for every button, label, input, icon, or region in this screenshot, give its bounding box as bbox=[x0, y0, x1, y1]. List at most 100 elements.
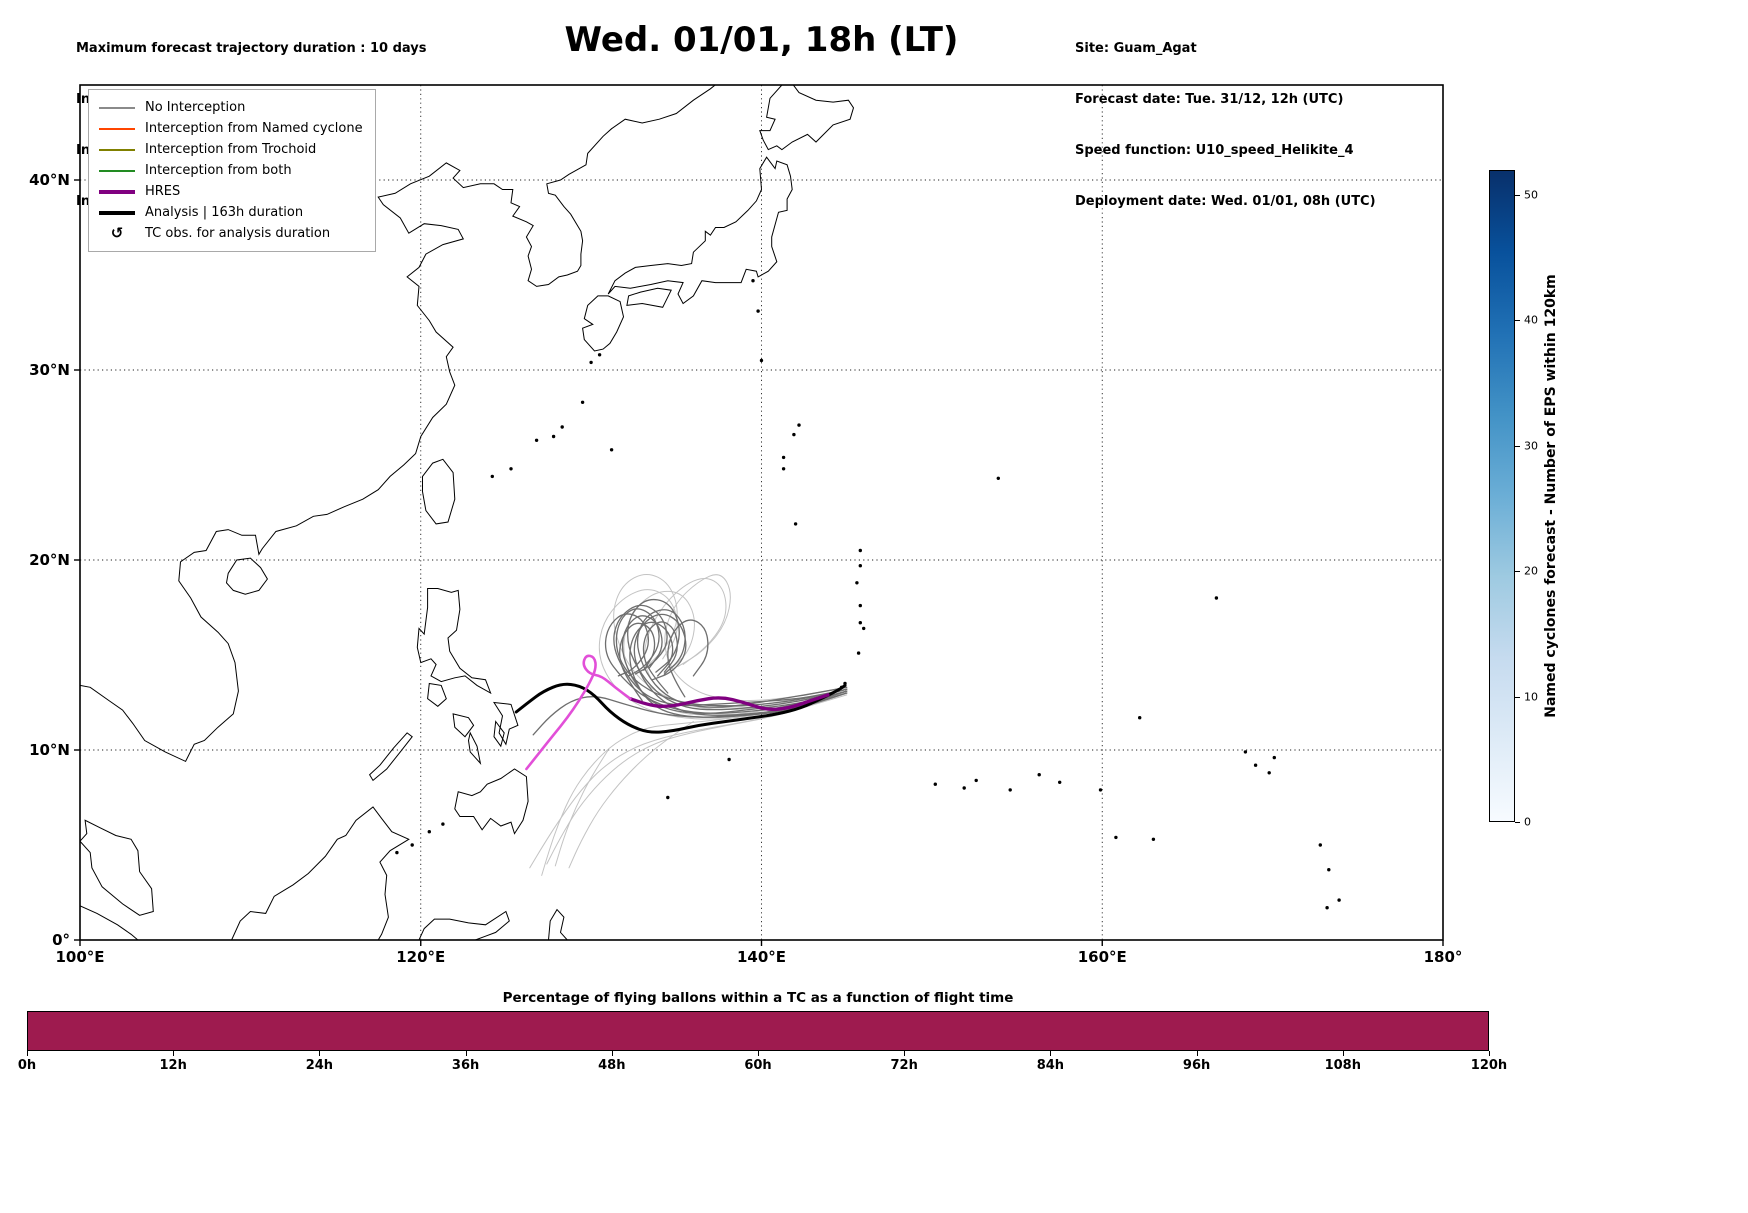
x-tick-label: 140°E bbox=[736, 948, 787, 966]
small-island-dot bbox=[395, 850, 399, 855]
site-text: Site: Guam_Agat bbox=[1075, 41, 1197, 56]
bottom-chart-title: Percentage of flying ballons within a TC… bbox=[502, 990, 1014, 1006]
y-tick-label: 40°N bbox=[29, 171, 70, 189]
small-island-dot bbox=[855, 581, 859, 585]
small-island-dot bbox=[1243, 750, 1248, 754]
legend-label: Interception from both bbox=[145, 163, 292, 178]
island-outline bbox=[607, 156, 793, 305]
legend-line-sample bbox=[99, 189, 135, 194]
flight-time-tick-label: 24h bbox=[305, 1058, 334, 1073]
bottom-tick-mark bbox=[465, 1051, 467, 1056]
island-outline bbox=[759, 85, 855, 151]
island-outline bbox=[454, 768, 529, 835]
small-island-dot bbox=[1138, 716, 1142, 720]
small-island-dot bbox=[609, 448, 614, 452]
bottom-tick-mark bbox=[1196, 1051, 1198, 1056]
bottom-tick-mark bbox=[319, 1051, 321, 1056]
legend-line bbox=[99, 127, 135, 130]
legend-box: No Interception Interception from Named c… bbox=[88, 89, 376, 252]
small-island-dot bbox=[792, 432, 796, 437]
island-outline bbox=[493, 701, 519, 746]
legend-line-sample bbox=[99, 169, 135, 172]
coastline-path bbox=[80, 85, 716, 763]
island-outline bbox=[416, 588, 492, 695]
legend-line-sample bbox=[99, 148, 135, 151]
bottom-tick-mark bbox=[173, 1051, 175, 1056]
small-island-dot bbox=[509, 467, 513, 471]
legend-item-6: ↺ TC obs. for analysis duration bbox=[99, 223, 363, 244]
small-island-dot bbox=[427, 830, 431, 834]
small-island-dot bbox=[1267, 771, 1271, 775]
trajectory-eps-ensemble-no-interception- bbox=[532, 692, 848, 736]
small-island-dot bbox=[589, 360, 593, 365]
small-island-dot bbox=[534, 438, 539, 442]
coastline-path bbox=[80, 905, 139, 940]
flight-time-tick-label: 0h bbox=[17, 1058, 37, 1073]
coastline-path bbox=[548, 908, 568, 940]
trajectory-eps-ensemble-light- bbox=[529, 694, 848, 869]
bottom-tick-mark bbox=[1342, 1051, 1344, 1056]
tc-obs-icon: ↺ bbox=[99, 226, 135, 241]
trajectory-map bbox=[74, 84, 1444, 946]
small-island-dot bbox=[1098, 788, 1103, 792]
legend-line bbox=[99, 148, 135, 151]
small-island-dot bbox=[1114, 835, 1118, 840]
trajectory-eps-ensemble-no-interception- bbox=[636, 609, 848, 708]
flight-time-tick-label: 72h bbox=[890, 1058, 918, 1073]
trajectory-analysis-163h-duration bbox=[514, 682, 847, 734]
small-island-dot bbox=[858, 603, 862, 608]
legend-item-1: Interception from Named cyclone bbox=[99, 118, 363, 139]
legend-line-sample bbox=[99, 106, 135, 109]
small-island-dot bbox=[1058, 780, 1062, 784]
small-island-dot bbox=[759, 358, 764, 363]
legend-label: Interception from Named cyclone bbox=[145, 121, 363, 136]
y-tick-label: 0° bbox=[52, 931, 70, 949]
small-island-dot bbox=[1272, 755, 1277, 760]
island-outline bbox=[422, 458, 456, 525]
small-island-dot bbox=[1214, 596, 1219, 600]
small-island-dot bbox=[793, 522, 798, 526]
island-outline bbox=[427, 682, 447, 707]
cyclone-rotation-glyph: ↺ bbox=[110, 224, 124, 242]
small-island-dot bbox=[1318, 843, 1323, 847]
small-island-dot bbox=[858, 621, 862, 625]
flight-time-tick-label: 36h bbox=[451, 1058, 480, 1073]
flight-time-tick-label: 108h bbox=[1324, 1058, 1361, 1073]
small-island-dot bbox=[962, 786, 966, 790]
small-island-dot bbox=[666, 795, 670, 800]
trajectory-hres bbox=[628, 693, 830, 712]
page-title: Wed. 01/01, 18h (LT) bbox=[564, 20, 959, 60]
map-content bbox=[80, 77, 1443, 940]
coastline-path bbox=[418, 910, 510, 940]
flight-time-tick-label: 120h bbox=[1470, 1058, 1508, 1073]
legend-label: TC obs. for analysis duration bbox=[145, 226, 331, 241]
legend-item-0: No Interception bbox=[99, 97, 363, 118]
flight-time-tick-label: 96h bbox=[1182, 1058, 1211, 1073]
legend-label: HRES bbox=[145, 184, 181, 199]
flight-time-tick-label: 84h bbox=[1036, 1058, 1065, 1073]
colorbar bbox=[1489, 170, 1515, 822]
trajectory-eps-ensemble-light- bbox=[664, 574, 848, 702]
bottom-chart-axes bbox=[27, 1011, 1489, 1051]
coastline-path bbox=[794, 77, 809, 83]
flight-time-percentage-bar bbox=[28, 1012, 1488, 1050]
colorbar-tick-label: 10 bbox=[1524, 690, 1538, 704]
small-island-dot bbox=[756, 309, 760, 313]
coastline-path bbox=[80, 819, 154, 916]
small-island-dot bbox=[410, 843, 414, 847]
colorbar-tick-mark bbox=[1515, 195, 1520, 197]
small-island-dot bbox=[856, 651, 861, 655]
y-tick-label: 20°N bbox=[29, 551, 70, 569]
island-outline bbox=[626, 287, 672, 308]
x-tick-label: 120°E bbox=[396, 948, 446, 966]
small-island-dot bbox=[1337, 898, 1341, 902]
island-outline bbox=[452, 713, 475, 738]
bottom-tick-mark bbox=[1489, 1051, 1490, 1056]
map-plot-area bbox=[74, 84, 1444, 946]
small-island-dot bbox=[580, 400, 585, 404]
legend-line bbox=[99, 106, 135, 109]
legend-label: Interception from Trochoid bbox=[145, 142, 317, 157]
colorbar-label: Named cyclones forecast - Number of EPS … bbox=[1543, 274, 1559, 718]
site-info-block: Site: Guam_Agat Forecast date: Tue. 31/1… bbox=[1075, 6, 1376, 244]
